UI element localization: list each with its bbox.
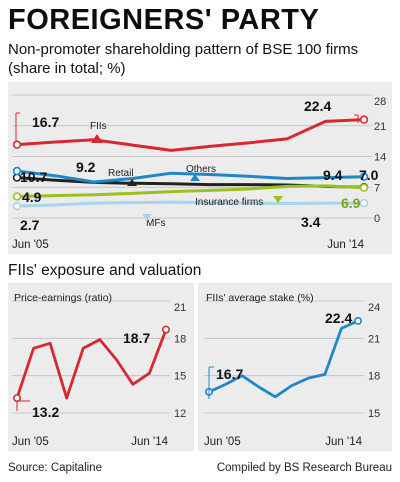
series-start-label: 9.2 [76, 159, 96, 175]
series-marker [142, 214, 152, 221]
chart-title: FIIs' average stake (%) [206, 292, 314, 304]
series-line [15, 200, 366, 208]
data-point [12, 201, 22, 211]
y-tick-label: 24 [368, 302, 380, 314]
series-line [207, 319, 360, 399]
series-name-label: Others [186, 164, 216, 175]
shareholding-line-chart: 0 7 14 21 28 Jun '05 Jun '14 16.7 22.4 9.2 7.0 10.7… [12, 94, 386, 251]
data-point [13, 394, 22, 403]
data-point [12, 166, 22, 176]
x-tick-label-end: Jun '14 [131, 436, 168, 448]
source-note: Source: Capitaline [8, 462, 102, 474]
y-tick-label: 14 [374, 152, 386, 164]
y-tick-label: 18 [368, 371, 380, 383]
series-start-label: 16.7 [216, 366, 243, 382]
data-point [354, 316, 363, 325]
credit-note: Compiled by BS Research Bureau [216, 462, 392, 474]
data-point [359, 198, 369, 208]
series-line [15, 169, 366, 184]
x-tick-label-start: Jun '05 [204, 436, 241, 448]
series-name-label: FIIs [90, 121, 107, 132]
data-point [359, 172, 369, 181]
series-name-label: Insurance firms [195, 197, 263, 208]
x-tick-label-start: Jun '05 [12, 436, 49, 448]
series-end-label: 7.0 [359, 167, 379, 183]
y-tick-label: 15 [174, 371, 186, 383]
series-start-label: 16.7 [32, 114, 59, 130]
series-end-label: 3.4 [301, 214, 321, 230]
page-title: FOREIGNERS' PARTY [8, 4, 320, 36]
chart-title: Price-earnings (ratio) [14, 292, 112, 304]
y-tick-label: 21 [374, 121, 386, 133]
series-marker [190, 174, 200, 181]
series-start-label: 10.7 [20, 169, 47, 185]
data-point [12, 192, 22, 201]
series-start-label: 4.9 [22, 189, 42, 205]
series-end-label: 6.9 [341, 195, 361, 211]
pe-ratio-line-chart: 12 15 18 21 Price-earnings (ratio) Jun '05 Jun… [12, 292, 186, 448]
y-tick-label: 21 [368, 333, 380, 345]
series-start-label: 13.2 [32, 404, 59, 420]
series-end-label: 22.4 [325, 310, 352, 326]
data-point [359, 183, 369, 192]
series-line [15, 328, 168, 400]
section-title: FIIs' exposure and valuation [8, 262, 202, 279]
pe-chart-panel: 12 15 18 21 Price-earnings (ratio) Jun '05 Jun… [8, 283, 194, 451]
series-end-label: 22.4 [304, 98, 331, 114]
y-tick-label: 0 [374, 213, 380, 225]
series-name-label: MFs [146, 218, 165, 229]
series-line [15, 118, 366, 152]
y-tick-label: 7 [374, 182, 380, 194]
series-marker [127, 179, 137, 186]
x-tick-label-end: Jun '14 [325, 436, 362, 448]
y-tick-label: 18 [174, 333, 186, 345]
series-name-label: Retail [108, 168, 134, 179]
y-tick-label: 15 [368, 408, 380, 420]
y-tick-label: 21 [174, 302, 186, 314]
fii-stake-chart-panel: 15 18 21 24 FIIs' average stake (%) Jun '05 Ju… [198, 283, 392, 451]
series-end-label: 9.4 [323, 167, 343, 183]
y-tick-label: 12 [174, 408, 186, 420]
data-point [162, 325, 171, 334]
fii-stake-line-chart: 15 18 21 24 FIIs' average stake (%) Jun '05 Ju… [204, 292, 380, 448]
series-marker [273, 196, 283, 203]
page-subtitle: Non-promoter shareholding pattern of BSE… [8, 41, 359, 77]
x-tick-label-end: Jun '14 [327, 239, 364, 251]
x-tick-label-start: Jun '05 [12, 239, 49, 251]
data-point [359, 115, 369, 124]
data-point [12, 140, 22, 149]
series-marker [91, 134, 103, 143]
y-tick-label: 28 [374, 96, 386, 108]
series-start-label: 2.7 [20, 217, 40, 233]
series-line [15, 184, 366, 198]
series-end-label: 18.7 [123, 330, 150, 346]
shareholding-chart-panel: 0 7 14 21 28 Jun '05 Jun '14 16.7 22.4 9.2 7.0 10.7… [8, 82, 392, 254]
